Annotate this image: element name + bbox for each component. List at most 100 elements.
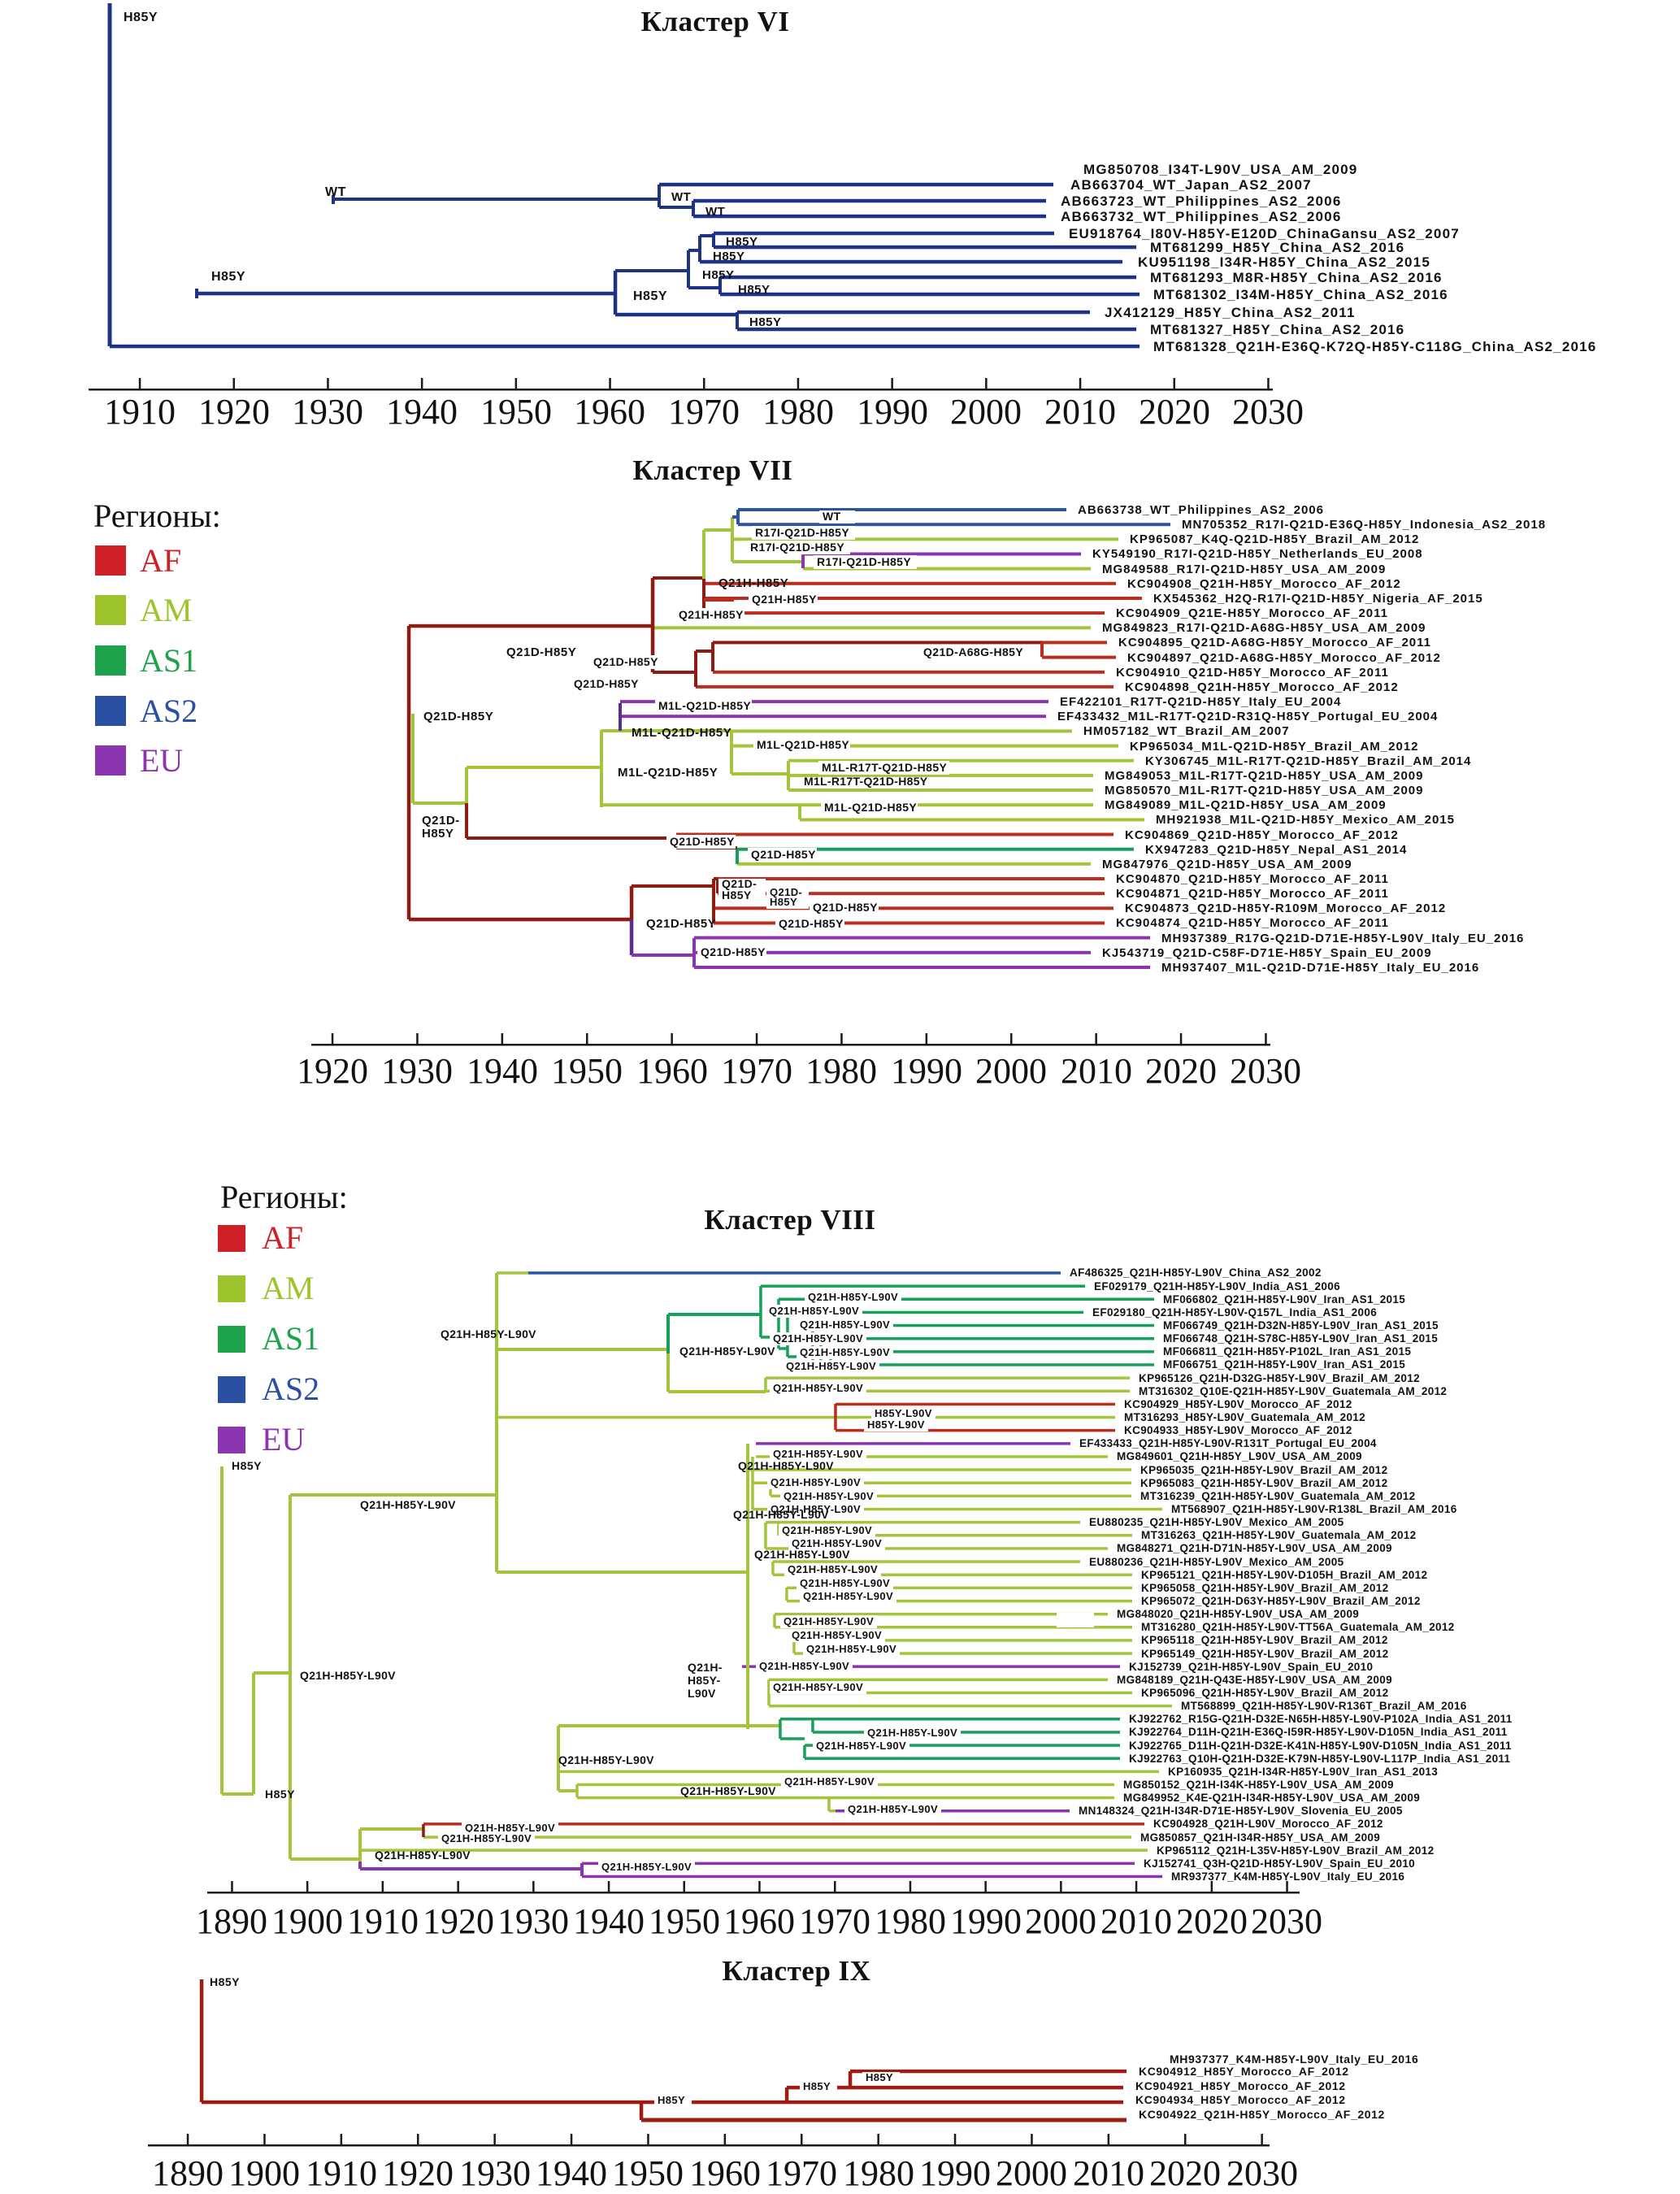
svg-text:MF066749_Q21H-D32N-H85Y-L90V_I: MF066749_Q21H-D32N-H85Y-L90V_Iran_AS1_20… — [1163, 1319, 1439, 1332]
svg-text:EF422101_R17T-Q21D-H85Y_Italy_: EF422101_R17T-Q21D-H85Y_Italy_EU_2004 — [1060, 695, 1341, 709]
svg-text:2020: 2020 — [1139, 392, 1210, 432]
svg-text:1910: 1910 — [347, 1901, 419, 1941]
svg-text:Q21H-H85Y-L90V: Q21H-H85Y-L90V — [788, 1563, 878, 1575]
svg-text:Q21D-H85Y: Q21D-H85Y — [779, 917, 844, 930]
svg-text:Q21H-H85Y-L90V: Q21H-H85Y-L90V — [680, 1784, 776, 1797]
svg-text:Q21H-H85Y-L90V: Q21H-H85Y-L90V — [773, 1332, 863, 1345]
svg-text:2010: 2010 — [1044, 392, 1116, 432]
svg-text:KC904873_Q21D-H85Y-R109M_Moroc: KC904873_Q21D-H85Y-R109M_Morocco_AF_2012 — [1125, 901, 1446, 915]
svg-text:Q21H-H85Y-L90V: Q21H-H85Y-L90V — [441, 1327, 536, 1340]
svg-text:WT: WT — [325, 185, 346, 199]
svg-text:Q21H-H85Y-L90V: Q21H-H85Y-L90V — [601, 1861, 692, 1873]
svg-text:1930: 1930 — [459, 2153, 531, 2193]
svg-text:Q21H-H85Y-L90V: Q21H-H85Y-L90V — [679, 1345, 775, 1358]
svg-text:KJ152739_Q21H-H85Y-L90V_Spain_: KJ152739_Q21H-H85Y-L90V_Spain_EU_2010 — [1129, 1661, 1373, 1673]
svg-text:2000: 2000 — [975, 1051, 1047, 1091]
svg-text:MG849053_M1L-R17T-Q21D-H85Y_US: MG849053_M1L-R17T-Q21D-H85Y_USA_AM_2009 — [1105, 769, 1424, 783]
svg-text:HM057182_WT_Brazil_AM_2007: HM057182_WT_Brazil_AM_2007 — [1083, 724, 1290, 738]
svg-text:EF029180_Q21H-H85Y-L90V-Q157L_: EF029180_Q21H-H85Y-L90V-Q157L_India_AS1_… — [1092, 1306, 1377, 1319]
svg-text:Q21H-H85Y: Q21H-H85Y — [752, 593, 817, 606]
svg-text:H85Y-L90V: H85Y-L90V — [875, 1407, 932, 1419]
svg-text:KP965096_Q21H-H85Y-L90V_Brazil: KP965096_Q21H-H85Y-L90V_Brazil_AM_2012 — [1141, 1687, 1388, 1699]
svg-text:R17I-Q21D-H85Y: R17I-Q21D-H85Y — [755, 526, 849, 539]
svg-text:EF433433_Q21H-H85Y-L90V-R131T_: EF433433_Q21H-H85Y-L90V-R131T_Portugal_E… — [1079, 1437, 1377, 1449]
svg-text:Q21H-H85Y-L90V: Q21H-H85Y-L90V — [848, 1803, 938, 1815]
svg-text:H85Y: H85Y — [633, 289, 667, 303]
svg-text:Q21D-H85Y: Q21D-H85Y — [813, 901, 878, 914]
svg-text:1960: 1960 — [574, 392, 645, 432]
svg-text:AS1: AS1 — [262, 1320, 319, 1357]
svg-text:Q21H-H85Y-L90V: Q21H-H85Y-L90V — [786, 1360, 876, 1372]
svg-text:Q21H-H85Y-L90V: Q21H-H85Y-L90V — [784, 1490, 874, 1502]
svg-text:H85Y: H85Y — [749, 315, 782, 329]
svg-text:AB663704_WT_Japan_AS2_2007: AB663704_WT_Japan_AS2_2007 — [1070, 177, 1312, 193]
svg-text:1990: 1990 — [891, 1051, 962, 1091]
svg-text:H85Y: H85Y — [211, 270, 245, 284]
svg-text:WT: WT — [823, 510, 841, 523]
svg-text:KJ543719_Q21D-C58F-D71E-H85Y_S: KJ543719_Q21D-C58F-D71E-H85Y_Spain_EU_20… — [1102, 946, 1432, 960]
svg-text:Q21H-H85Y-L90V: Q21H-H85Y-L90V — [784, 1615, 874, 1627]
svg-text:MH937407_M1L-Q21D-D71E-H85Y_It: MH937407_M1L-Q21D-D71E-H85Y_Italy_EU_201… — [1161, 961, 1479, 975]
svg-text:H85Y: H85Y — [738, 283, 771, 297]
svg-text:Q21D-H85Y: Q21D-H85Y — [506, 645, 576, 659]
svg-text:Q21H-H85Y-L90V: Q21H-H85Y-L90V — [771, 1476, 861, 1488]
svg-text:MT681293_M8R-H85Y_China_AS2_20: MT681293_M8R-H85Y_China_AS2_2016 — [1150, 270, 1443, 285]
svg-text:1990: 1990 — [919, 2153, 991, 2193]
svg-text:2010: 2010 — [1073, 2153, 1144, 2193]
svg-text:Q21D-: Q21D- — [422, 814, 460, 828]
svg-text:1890: 1890 — [152, 2153, 224, 2193]
svg-text:MG849823_R17I-Q21D-A68G-H85Y_U: MG849823_R17I-Q21D-A68G-H85Y_USA_AM_2009 — [1102, 621, 1426, 635]
svg-text:WT: WT — [671, 190, 691, 204]
svg-text:MG849952_K4E-Q21H-I34R-H85Y-L9: MG849952_K4E-Q21H-I34R-H85Y-L90V_USA_AM_… — [1123, 1792, 1420, 1804]
svg-text:Q21D-H85Y: Q21D-H85Y — [423, 710, 493, 723]
svg-text:1970: 1970 — [721, 1051, 792, 1091]
svg-text:1950: 1950 — [551, 1051, 623, 1091]
svg-text:Q21H-: Q21H- — [688, 1661, 723, 1674]
svg-text:1910: 1910 — [306, 2153, 377, 2193]
svg-text:AS2: AS2 — [140, 693, 198, 729]
svg-text:EU: EU — [140, 742, 183, 779]
svg-text:MT568907_Q21H-H85Y-L90V-R138L_: MT568907_Q21H-H85Y-L90V-R138L_Brazil_AM_… — [1171, 1503, 1457, 1515]
svg-text:Q21H-H85Y-L90V: Q21H-H85Y-L90V — [738, 1459, 834, 1472]
svg-text:1940: 1940 — [573, 1901, 645, 1941]
svg-text:H85Y: H85Y — [713, 250, 745, 263]
svg-text:1960: 1960 — [723, 1901, 795, 1941]
svg-text:Q21H-H85Y-L90V: Q21H-H85Y-L90V — [771, 1503, 861, 1515]
svg-text:EU: EU — [262, 1421, 305, 1458]
svg-text:Q21H-H85Y: Q21H-H85Y — [679, 608, 744, 621]
svg-text:MH921938_M1L-Q21D-H85Y_Mexico_: MH921938_M1L-Q21D-H85Y_Mexico_AM_2015 — [1156, 813, 1455, 827]
svg-text:EU880236_Q21H-H85Y-L90V_Mexico: EU880236_Q21H-H85Y-L90V_Mexico_AM_2005 — [1089, 1556, 1344, 1568]
svg-text:H85Y: H85Y — [124, 11, 158, 24]
svg-text:Q21H-H85Y: Q21H-H85Y — [718, 576, 788, 590]
svg-text:Q21H-H85Y-L90V: Q21H-H85Y-L90V — [784, 1775, 875, 1788]
svg-text:AM: AM — [140, 592, 192, 628]
svg-text:Q21H-H85Y-L90V: Q21H-H85Y-L90V — [441, 1832, 532, 1844]
svg-text:Q21H-H85Y-L90V: Q21H-H85Y-L90V — [867, 1727, 957, 1739]
svg-text:KC904933_H85Y-L90V_Morocco_AF_: KC904933_H85Y-L90V_Morocco_AF_2012 — [1124, 1424, 1352, 1436]
svg-text:KP965112_Q21H-L35V-H85Y-L90V_B: KP965112_Q21H-L35V-H85Y-L90V_Brazil_AM_2… — [1157, 1844, 1435, 1857]
svg-text:2020: 2020 — [1176, 1901, 1248, 1941]
svg-text:1900: 1900 — [228, 2153, 300, 2193]
svg-text:Q21H-H85Y-L90V: Q21H-H85Y-L90V — [803, 1590, 893, 1602]
svg-text:MG848189_Q21H-Q43E-H85Y-L90V_U: MG848189_Q21H-Q43E-H85Y-L90V_USA_AM_2009 — [1117, 1674, 1392, 1686]
svg-text:KC904895_Q21D-A68G-H85Y_Morocc: KC904895_Q21D-A68G-H85Y_Morocco_AF_2011 — [1118, 636, 1431, 650]
svg-text:MT681302_I34M-H85Y_China_AS2_2: MT681302_I34M-H85Y_China_AS2_2016 — [1153, 287, 1448, 302]
svg-text:Q21H-H85Y-L90V: Q21H-H85Y-L90V — [759, 1660, 849, 1672]
svg-text:M1L-R17T-Q21D-H85Y: M1L-R17T-Q21D-H85Y — [822, 761, 948, 774]
svg-text:M1L-Q21D-H85Y: M1L-Q21D-H85Y — [824, 801, 917, 814]
svg-text:1970: 1970 — [766, 2153, 837, 2193]
svg-text:1950: 1950 — [649, 1901, 720, 1941]
svg-text:KC904909_Q21E-H85Y_Morocco_AF_: KC904909_Q21E-H85Y_Morocco_AF_2011 — [1116, 606, 1388, 620]
svg-text:1990: 1990 — [950, 1901, 1022, 1941]
svg-text:KJ152741_Q3H-Q21D-H85Y-L90V_Sp: KJ152741_Q3H-Q21D-H85Y-L90V_Spain_EU_201… — [1144, 1857, 1415, 1870]
svg-text:KP965072_Q21H-D63Y-H85Y-L90V_B: KP965072_Q21H-D63Y-H85Y-L90V_Brazil_AM_2… — [1141, 1595, 1421, 1607]
svg-text:1950: 1950 — [480, 392, 552, 432]
svg-text:1920: 1920 — [297, 1051, 368, 1091]
svg-text:KY306745_M1L-R17T-Q21D-H85Y_Br: KY306745_M1L-R17T-Q21D-H85Y_Brazil_AM_20… — [1145, 754, 1471, 768]
svg-text:Q21D-H85Y: Q21D-H85Y — [574, 677, 639, 690]
svg-text:1970: 1970 — [668, 392, 740, 432]
svg-text:H85Y: H85Y — [658, 2094, 685, 2106]
svg-text:Q21H-H85Y-L90V: Q21H-H85Y-L90V — [800, 1319, 890, 1331]
svg-text:Q21D-A68G-H85Y: Q21D-A68G-H85Y — [923, 645, 1023, 658]
svg-text:Q21D-H85Y: Q21D-H85Y — [751, 848, 816, 861]
